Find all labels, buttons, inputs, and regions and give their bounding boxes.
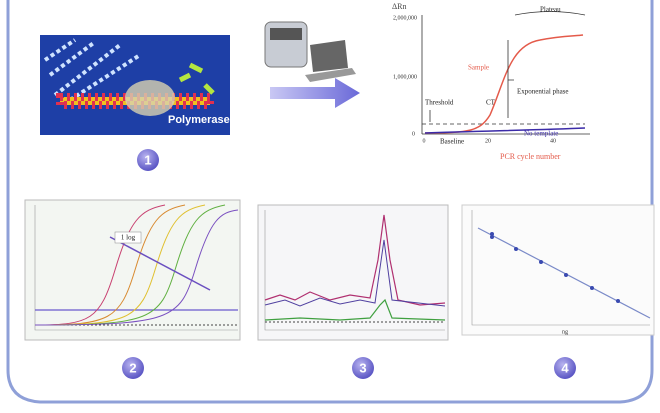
tick-label: 40	[550, 138, 556, 144]
annotation: No template	[524, 130, 558, 138]
melt-curve-image	[258, 205, 448, 340]
standard-curve-image: ng	[462, 205, 654, 335]
polymerase-image: Polymerase	[40, 35, 230, 135]
amplification-curves-image: 1 log	[25, 200, 240, 340]
step-number: 1	[144, 152, 151, 167]
step-number: 3	[359, 360, 366, 375]
arrow	[270, 78, 360, 108]
annotation: 1 log	[121, 234, 136, 242]
x-label: ng	[562, 329, 568, 335]
polymerase-label: Polymerase	[168, 114, 230, 126]
annotation: Baseline	[440, 138, 464, 146]
tick-label: 0	[412, 131, 415, 137]
tick-label: 1,000,000	[393, 74, 417, 80]
annotation: Threshold	[425, 99, 454, 107]
annotation: Sample	[468, 64, 489, 72]
step-number: 2	[129, 360, 136, 375]
page: Polymerase 1 ΔRn 2,000,000 1,000,000 0 0…	[0, 0, 660, 413]
annotation: CT	[486, 99, 496, 107]
tick-label: 2,000,000	[393, 15, 417, 21]
tick-label: 0	[423, 138, 426, 144]
annotation: Exponential phase	[517, 88, 569, 96]
instrument-image	[265, 22, 356, 82]
y-label: ΔRn	[392, 2, 406, 11]
x-label: PCR cycle number	[500, 152, 561, 161]
tick-label: 20	[485, 138, 491, 144]
annotation: Plateau	[540, 6, 561, 14]
step-number: 4	[561, 360, 569, 375]
amplification-plot: ΔRn 2,000,000 1,000,000 0 0 20 40 PCR cy…	[392, 2, 590, 161]
